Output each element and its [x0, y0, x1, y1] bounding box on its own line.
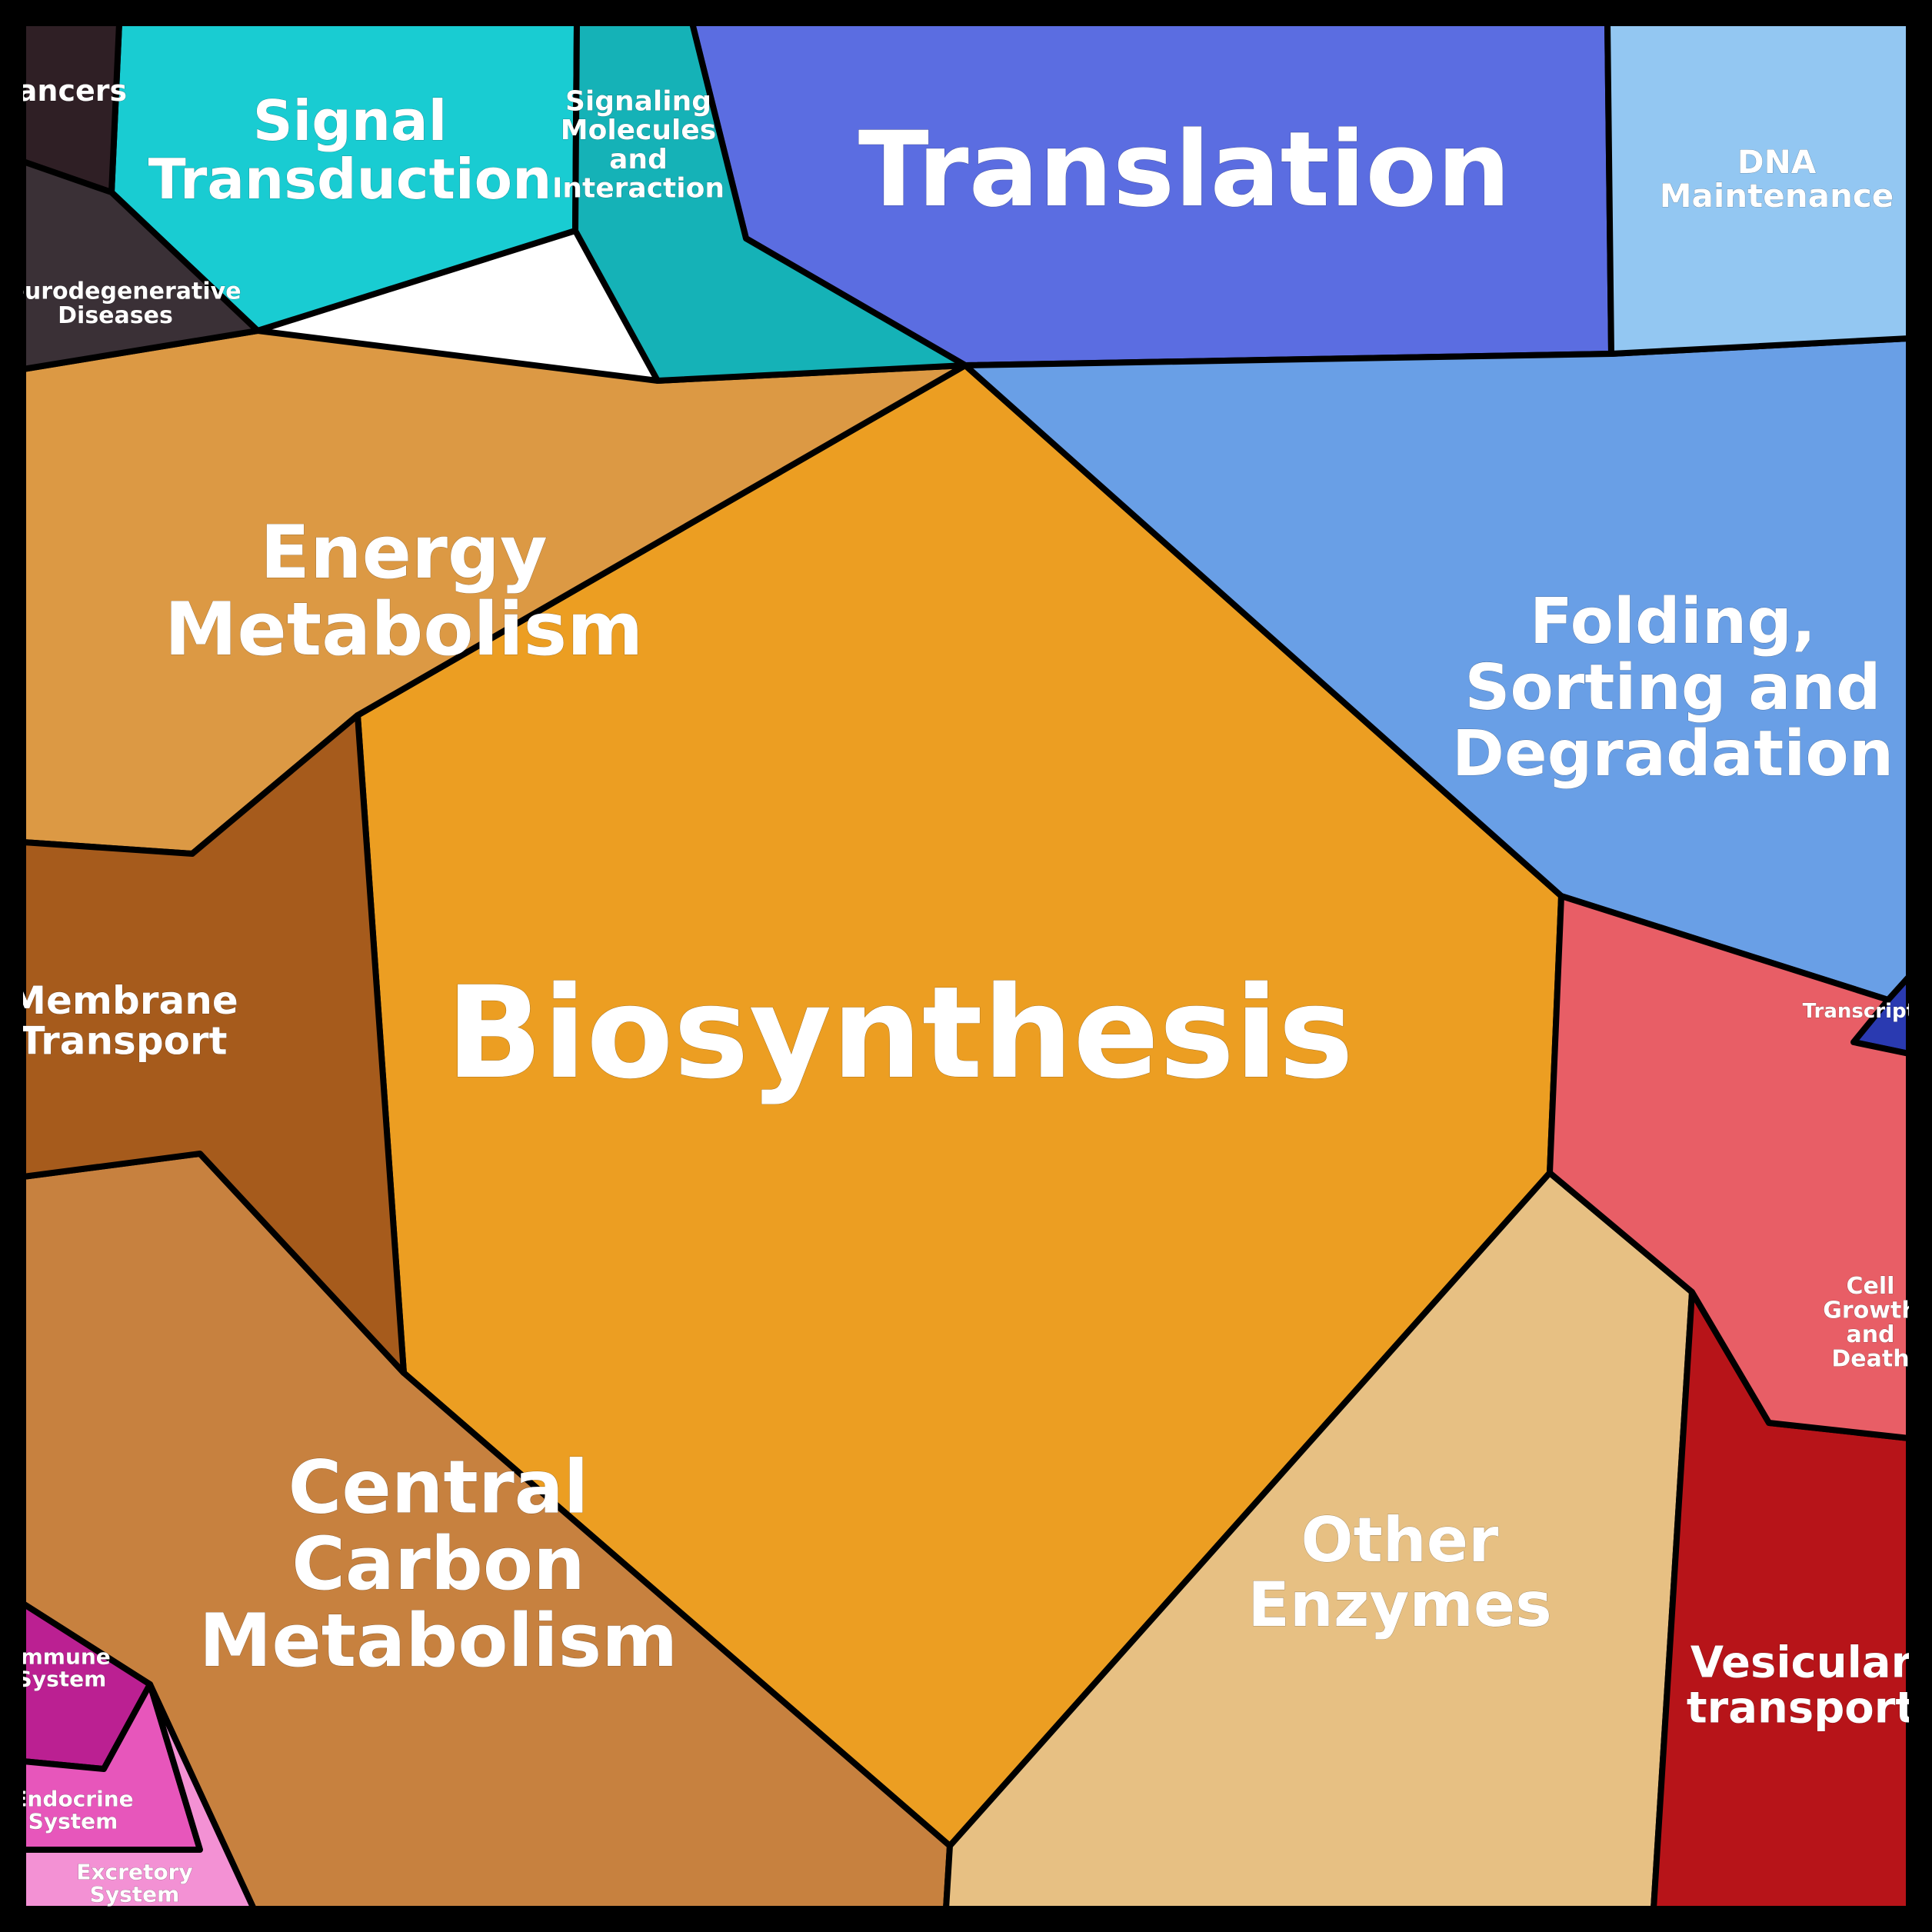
label-translation: Translation: [858, 109, 1511, 230]
label-membrane-transport: MembraneTransport: [8, 978, 238, 1063]
voronoi-treemap: BiosynthesisTranslationFolding,Sorting a…: [0, 0, 1932, 1932]
label-immune-system: ImmuneSystem: [12, 1644, 111, 1691]
label-vesicular-transport: Vesiculartransport: [1687, 1638, 1916, 1734]
label-signaling-molecules-interaction: SignalingMoleculesandInteraction: [552, 85, 724, 204]
label-endocrine-system: EndocrineSystem: [12, 1786, 133, 1834]
label-excretory-system: ExcretorySystem: [76, 1859, 192, 1907]
label-biosynthesis: Biosynthesis: [446, 959, 1354, 1107]
